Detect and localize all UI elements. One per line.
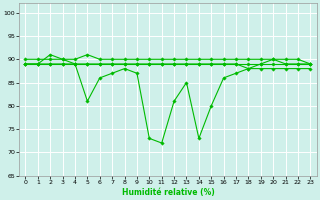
- X-axis label: Humidité relative (%): Humidité relative (%): [122, 188, 214, 197]
